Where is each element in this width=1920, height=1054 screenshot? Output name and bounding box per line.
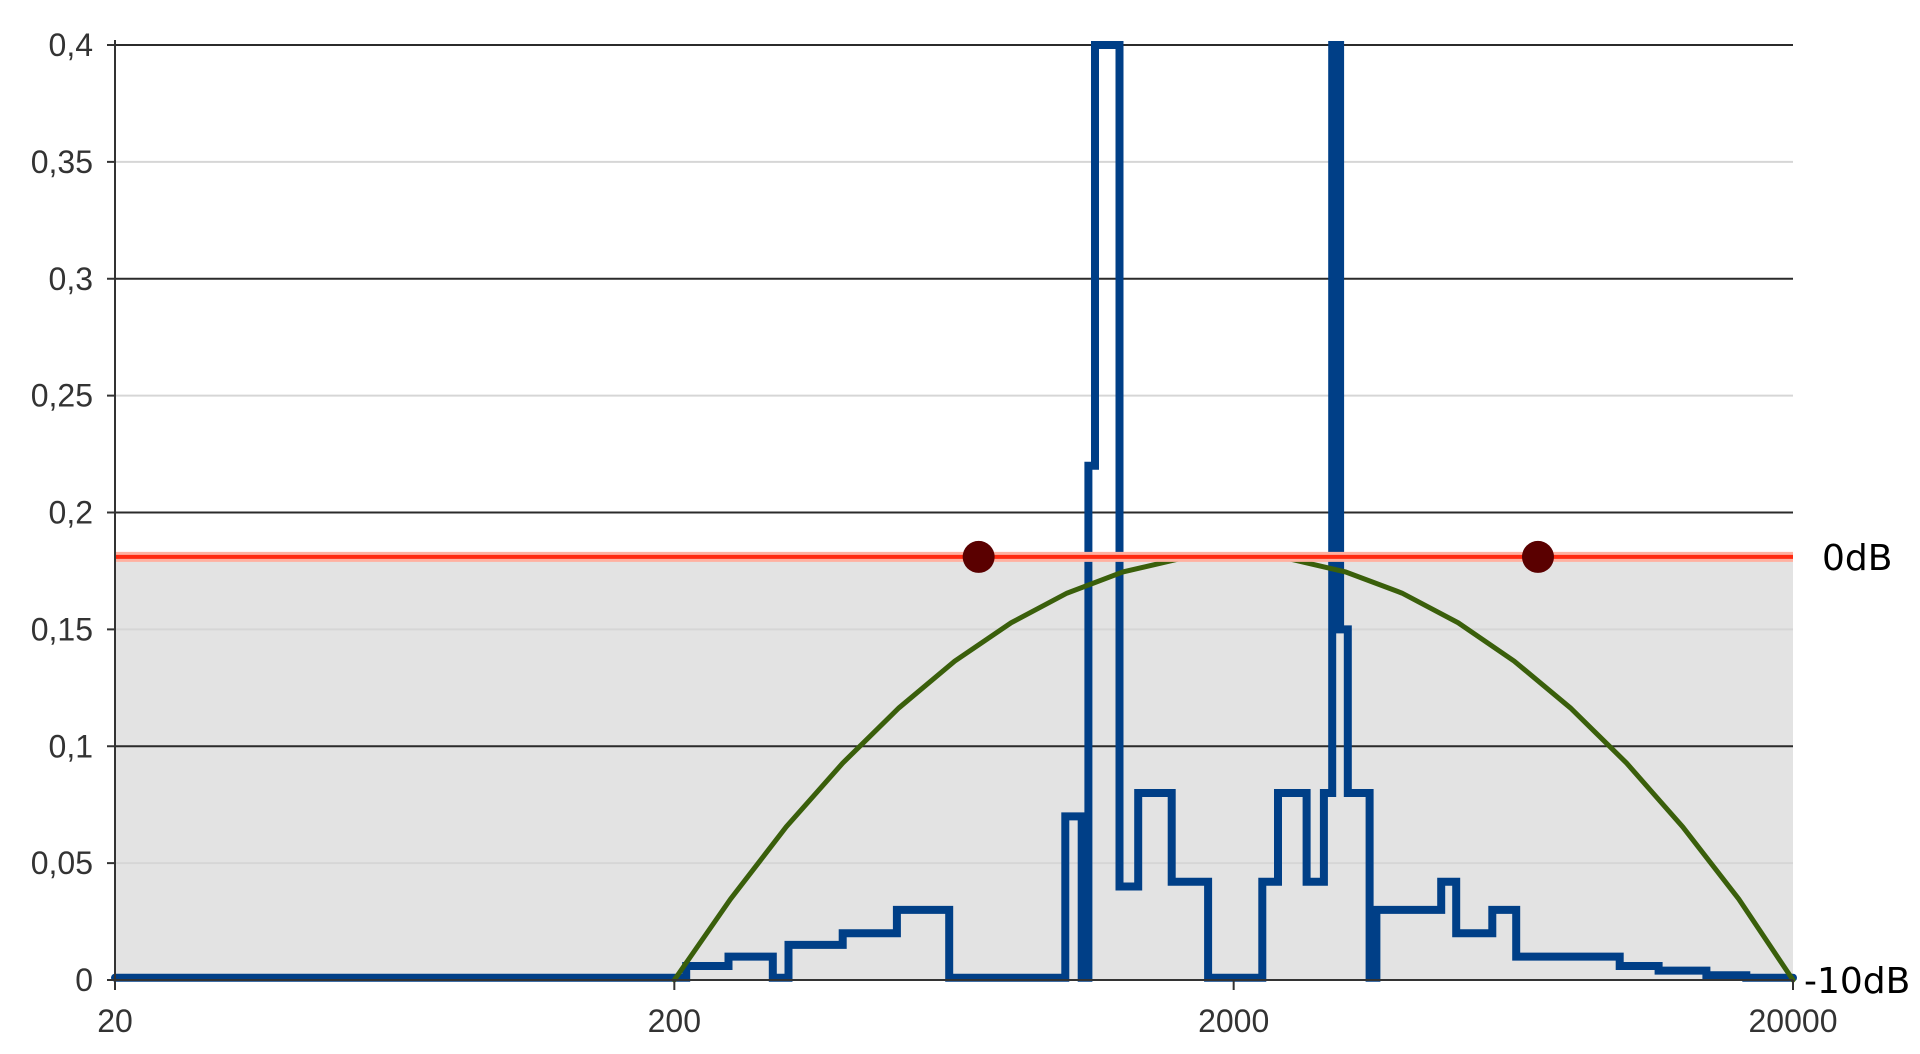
shaded-band-layer	[115, 559, 1793, 980]
y-tick-label: 0,25	[31, 378, 93, 414]
y-tick-label: 0,4	[49, 27, 93, 63]
gridlines	[115, 44, 1793, 981]
y-tick-label: 0	[75, 962, 93, 998]
y-tick-label: 0,35	[31, 144, 93, 180]
reference-layer	[115, 540, 1793, 573]
x-tick-label: 200	[648, 1003, 701, 1039]
db-level-label: -10dB	[1804, 961, 1910, 1002]
y-tick-label: 0,05	[31, 845, 93, 881]
x-tick-label: 2000	[1198, 1003, 1269, 1039]
y-tick-label: 0,1	[49, 728, 93, 764]
y-tick-label: 0,15	[31, 611, 93, 647]
axes	[107, 40, 1794, 990]
tick-labels: 0 0,05 0,1 0,15 0,2 0,25 0,3 0,35 0,4 20 200 2000 20…	[31, 27, 1911, 1039]
marker-point	[1521, 540, 1554, 573]
y-tick-label: 0,2	[49, 495, 93, 531]
db-level-label: 0dB	[1822, 538, 1892, 579]
spectrum-series-line	[111, 41, 1797, 982]
x-tick-label: 20	[97, 1003, 133, 1039]
shaded-band	[115, 559, 1793, 980]
x-tick-label: 20000	[1749, 1003, 1838, 1039]
marker-point	[962, 540, 995, 573]
y-tick-label: 0,3	[49, 261, 93, 297]
